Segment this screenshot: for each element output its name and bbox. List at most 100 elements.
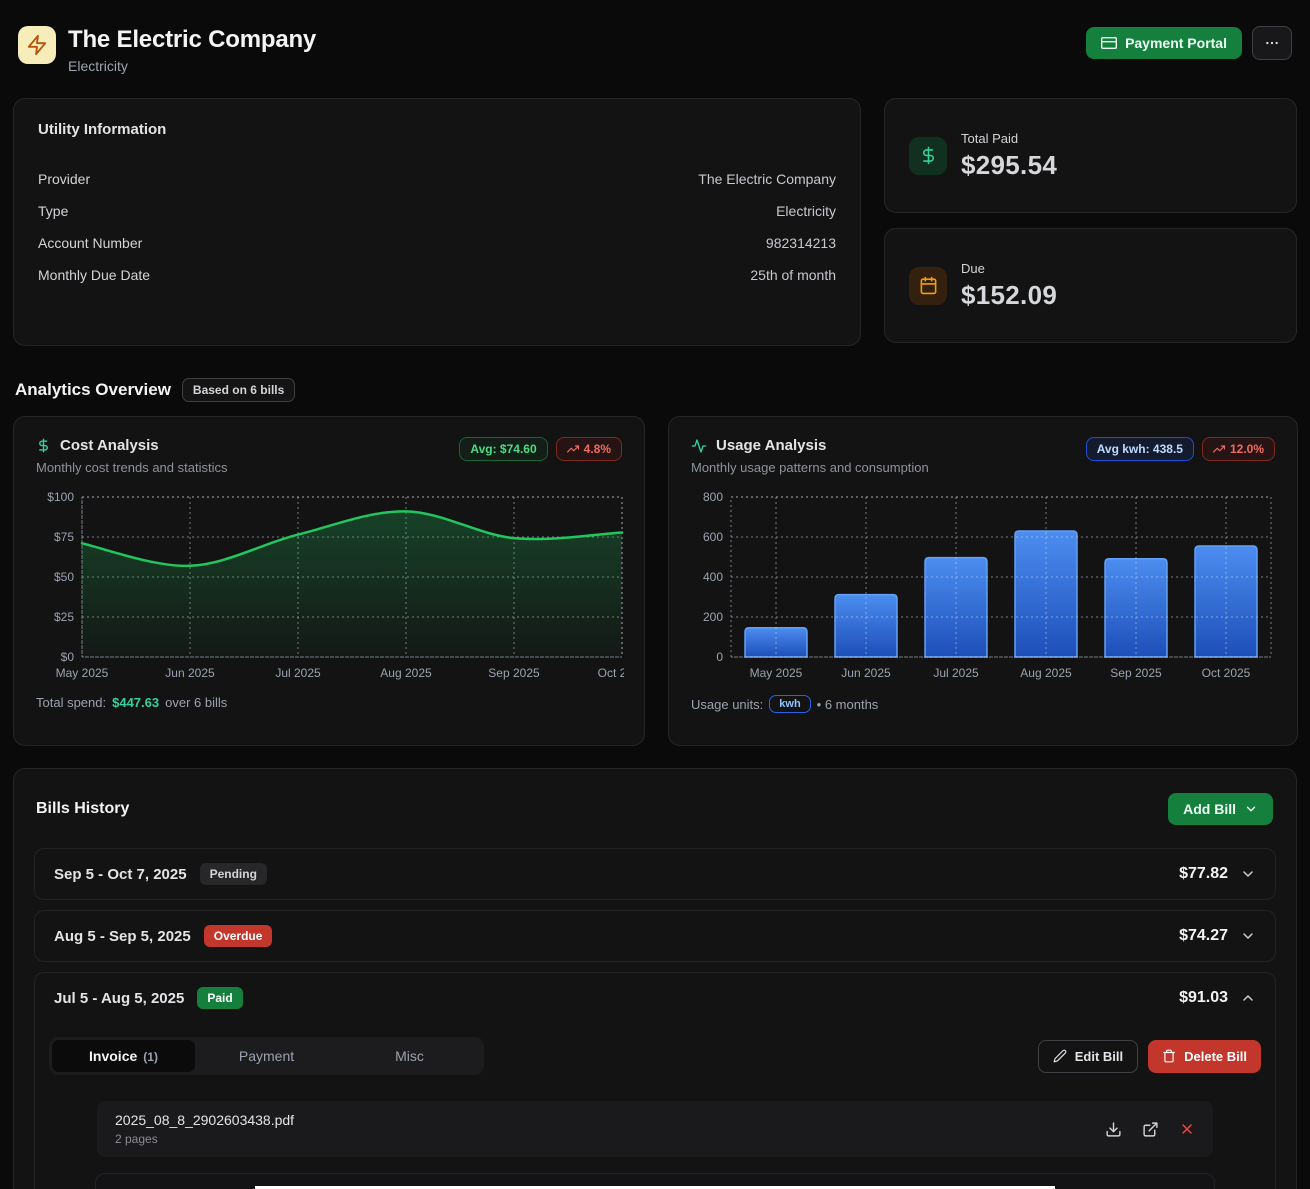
add-bill-button[interactable]: Add Bill xyxy=(1168,793,1273,825)
bill-detail-tabs: Invoice(1) Payment Misc xyxy=(49,1037,484,1075)
due-label: Due xyxy=(961,261,1057,276)
dollar-icon xyxy=(909,137,947,175)
bills-history-heading: Bills History xyxy=(36,800,129,818)
tab-payment[interactable]: Payment xyxy=(195,1040,338,1072)
total-paid-value: $295.54 xyxy=(961,150,1057,181)
analytics-heading-row: Analytics Overview Based on 6 bills xyxy=(15,378,1292,402)
invoice-file-pages: 2 pages xyxy=(115,1132,294,1146)
more-options-button[interactable] xyxy=(1252,26,1292,60)
total-paid-card: Total Paid $295.54 xyxy=(884,98,1297,213)
cost-footer-label: Total spend: xyxy=(36,695,106,710)
page-title: The Electric Company xyxy=(68,26,316,54)
calendar-icon xyxy=(909,267,947,305)
remove-file-icon[interactable] xyxy=(1179,1121,1195,1137)
svg-text:Sep 2025: Sep 2025 xyxy=(488,666,540,680)
edit-bill-button[interactable]: Edit Bill xyxy=(1038,1040,1138,1073)
activity-icon xyxy=(691,438,707,454)
bill-row-toggle[interactable]: Sep 5 - Oct 7, 2025 Pending $77.82 xyxy=(35,849,1275,899)
bill-status-badge: Pending xyxy=(200,863,267,885)
topbar: The Electric Company Electricity Payment… xyxy=(13,0,1297,98)
utility-information-card: Utility Information Provider The Electri… xyxy=(13,98,861,346)
cost-chart-svg: $0$25$50$75$100May 2025Jun 2025Jul 2025A… xyxy=(36,491,624,683)
trending-up-icon xyxy=(1213,443,1225,455)
due-card: Due $152.09 xyxy=(884,228,1297,343)
svg-text:Jun 2025: Jun 2025 xyxy=(841,666,891,680)
svg-text:$75: $75 xyxy=(54,530,74,544)
usage-avg-badge: Avg kwh: 438.5 xyxy=(1086,437,1194,461)
tab-invoice[interactable]: Invoice(1) xyxy=(52,1040,195,1072)
svg-text:Jul 2025: Jul 2025 xyxy=(933,666,979,680)
pencil-icon xyxy=(1053,1049,1067,1063)
bill-row: Aug 5 - Sep 5, 2025 Overdue $74.27 xyxy=(34,910,1276,962)
usage-footer-suffix: • 6 months xyxy=(817,697,879,712)
credit-card-icon xyxy=(1101,35,1117,51)
usage-analysis-card: Usage Analysis Monthly usage patterns an… xyxy=(668,416,1298,746)
topbar-actions: Payment Portal xyxy=(1086,26,1292,60)
invoice-file-name: 2025_08_8_2902603438.pdf xyxy=(115,1112,294,1128)
usage-trend-badge: 12.0% xyxy=(1202,437,1275,461)
tab-misc[interactable]: Misc xyxy=(338,1040,481,1072)
svg-text:Oct 2025: Oct 2025 xyxy=(598,666,624,680)
svg-text:Aug 2025: Aug 2025 xyxy=(380,666,432,680)
ellipsis-icon xyxy=(1264,35,1280,51)
cost-footer-suffix: over 6 bills xyxy=(165,695,227,710)
utility-row-type: Type Electricity xyxy=(38,195,836,227)
svg-text:$50: $50 xyxy=(54,570,74,584)
cost-avg-badge: Avg: $74.60 xyxy=(459,437,547,461)
bill-period: Sep 5 - Oct 7, 2025 xyxy=(54,866,187,883)
page-root: The Electric Company Electricity Payment… xyxy=(0,0,1310,1189)
svg-text:$25: $25 xyxy=(54,610,74,624)
svg-text:May 2025: May 2025 xyxy=(56,666,109,680)
bill-row-expanded: Jul 5 - Aug 5, 2025 Paid $91.03 Invoice(… xyxy=(34,972,1276,1189)
svg-text:$0: $0 xyxy=(61,650,75,664)
info-grid: Utility Information Provider The Electri… xyxy=(13,98,1297,346)
bill-status-badge: Paid xyxy=(197,987,242,1009)
download-icon[interactable] xyxy=(1105,1121,1122,1138)
chevron-down-icon[interactable] xyxy=(1240,928,1256,944)
bill-amount: $77.82 xyxy=(1179,865,1228,883)
cost-analysis-subtitle: Monthly cost trends and statistics xyxy=(36,460,227,475)
brand: The Electric Company Electricity xyxy=(18,26,316,74)
bill-period: Aug 5 - Sep 5, 2025 xyxy=(54,928,191,945)
bill-detail-panel: Invoice(1) Payment Misc xyxy=(35,1023,1275,1189)
delete-bill-button[interactable]: Delete Bill xyxy=(1148,1040,1261,1073)
based-on-bills-badge: Based on 6 bills xyxy=(182,378,295,402)
chevron-down-icon xyxy=(1244,802,1258,816)
svg-text:May 2025: May 2025 xyxy=(750,666,803,680)
trash-icon xyxy=(1162,1049,1176,1063)
svg-text:$100: $100 xyxy=(47,491,74,504)
cost-analysis-card: Cost Analysis Monthly cost trends and st… xyxy=(13,416,645,746)
svg-text:800: 800 xyxy=(703,491,723,504)
svg-text:600: 600 xyxy=(703,530,723,544)
utility-row-provider: Provider The Electric Company xyxy=(38,163,836,195)
svg-text:Jun 2025: Jun 2025 xyxy=(165,666,215,680)
kwh-unit-badge: kwh xyxy=(769,695,810,713)
bill-status-badge: Overdue xyxy=(204,925,273,947)
usage-analysis-subtitle: Monthly usage patterns and consumption xyxy=(691,460,929,475)
svg-text:Sep 2025: Sep 2025 xyxy=(1110,666,1162,680)
analytics-heading: Analytics Overview xyxy=(15,380,171,400)
external-link-icon[interactable] xyxy=(1142,1121,1159,1138)
cost-analysis-title: Cost Analysis xyxy=(60,437,159,454)
cost-footer-amount: $447.63 xyxy=(112,695,159,710)
bills-history-card: Bills History Add Bill Sep 5 - Oct 7, 20… xyxy=(13,768,1297,1189)
usage-analysis-title: Usage Analysis xyxy=(716,437,826,454)
svg-text:Oct 2025: Oct 2025 xyxy=(1202,666,1251,680)
utility-row-account-number: Account Number 982314213 xyxy=(38,227,836,259)
svg-text:200: 200 xyxy=(703,610,723,624)
total-paid-label: Total Paid xyxy=(961,131,1057,146)
chevron-up-icon[interactable] xyxy=(1240,990,1256,1006)
bill-row-toggle[interactable]: Jul 5 - Aug 5, 2025 Paid $91.03 xyxy=(35,973,1275,1023)
utility-info-title: Utility Information xyxy=(38,121,836,138)
bill-amount: $74.27 xyxy=(1179,927,1228,945)
svg-text:400: 400 xyxy=(703,570,723,584)
payment-portal-button[interactable]: Payment Portal xyxy=(1086,27,1242,59)
chevron-down-icon[interactable] xyxy=(1240,866,1256,882)
svg-text:Aug 2025: Aug 2025 xyxy=(1020,666,1072,680)
due-value: $152.09 xyxy=(961,280,1057,311)
cost-trend-badge: 4.8% xyxy=(556,437,622,461)
svg-text:0: 0 xyxy=(716,650,723,664)
page-subtitle: Electricity xyxy=(68,58,316,74)
pdf-preview-container: NNNN Member Owned | Not-For-Profit xyxy=(95,1173,1215,1189)
bill-row-toggle[interactable]: Aug 5 - Sep 5, 2025 Overdue $74.27 xyxy=(35,911,1275,961)
